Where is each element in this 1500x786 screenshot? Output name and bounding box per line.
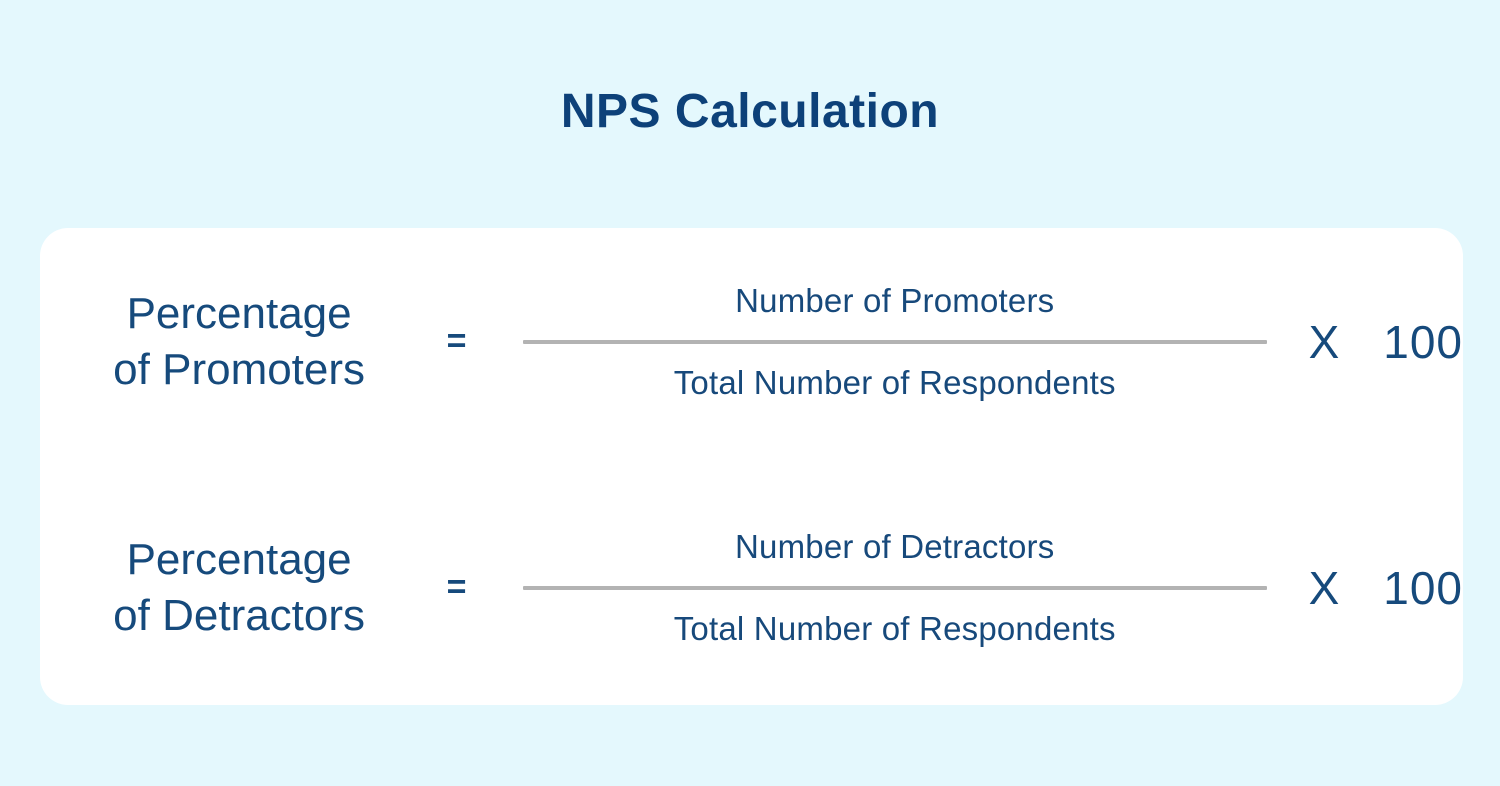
fraction-denominator: Total Number of Respondents	[673, 610, 1116, 647]
fraction-promoters: Number of Promoters Total Number of Resp…	[522, 282, 1267, 401]
formula-label-promoters: Percentage of Promoters	[62, 286, 416, 398]
fraction-line	[522, 586, 1267, 590]
fraction-numerator: Number of Detractors	[735, 528, 1055, 565]
fraction-detractors: Number of Detractors Total Number of Res…	[522, 528, 1267, 647]
fraction-line	[522, 340, 1267, 344]
multiply-sign: X	[1308, 315, 1340, 368]
multiplier-value: 100	[1383, 315, 1463, 368]
formula-label-detractors: Percentage of Detractors	[62, 532, 416, 644]
formula-row-detractors: Percentage of Detractors = Number of Det…	[40, 530, 1463, 645]
fraction-denominator: Total Number of Respondents	[673, 364, 1116, 401]
formula-label-line1: Percentage	[126, 288, 352, 338]
equals-sign: =	[446, 322, 467, 360]
formula-label-line2: of Promoters	[113, 344, 366, 394]
formula-label-line1: Percentage	[126, 534, 352, 584]
formula-card: Percentage of Promoters = Number of Prom…	[40, 228, 1463, 705]
formula-label-line2: of Detractors	[113, 590, 366, 640]
page-title: NPS Calculation	[560, 85, 940, 138]
multiply-sign: X	[1308, 561, 1340, 614]
fraction-numerator: Number of Promoters	[735, 282, 1055, 319]
multiplier-value: 100	[1383, 561, 1463, 614]
equals-sign: =	[446, 568, 467, 606]
formula-row-promoters: Percentage of Promoters = Number of Prom…	[40, 284, 1463, 399]
